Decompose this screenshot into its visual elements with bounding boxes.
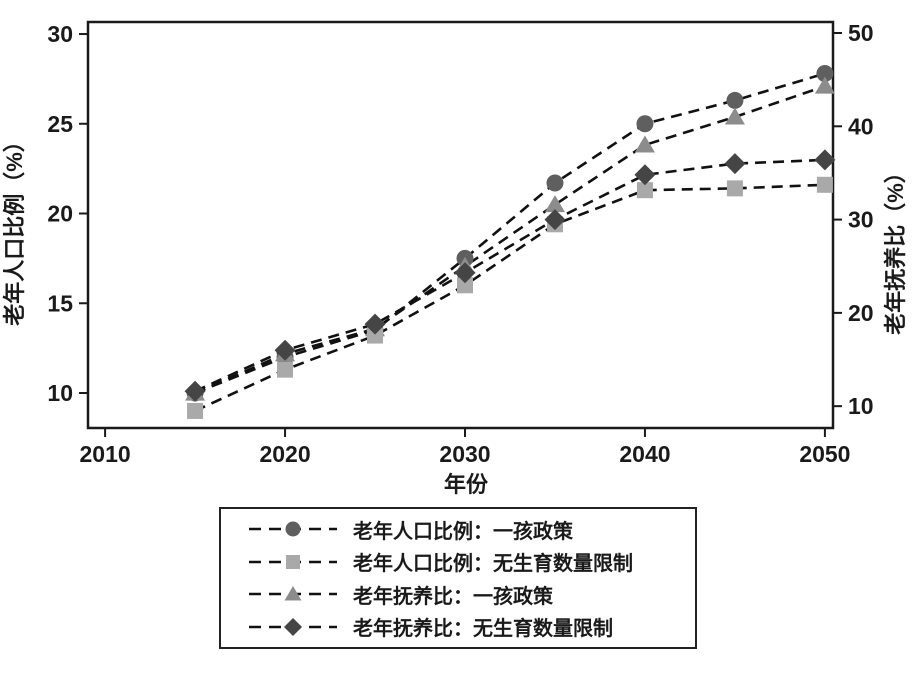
legend-label: 老年人口比例：无生育数量限制 — [353, 553, 633, 576]
marker-square-icon — [636, 182, 653, 199]
legend-item: 老年人口比例：一孩政策 — [221, 515, 695, 544]
x-tick-label: 2030 — [439, 441, 490, 467]
legend-label: 老年抚养比：一孩政策 — [353, 585, 553, 608]
legend-key-square-icon — [249, 554, 337, 569]
left-tick-label: 25 — [47, 111, 73, 137]
series-line-circle — [194, 72, 826, 395]
series-line-square — [194, 183, 825, 413]
marker-circle-icon — [636, 115, 654, 133]
left-tick-label: 15 — [47, 290, 73, 316]
line-chart: 2010 2020 2030 2040 2050 10 15 20 25 30 10 20 30 40 50… — [2, 20, 908, 497]
marker-diamond-icon — [184, 380, 206, 402]
x-tick-label: 2020 — [259, 441, 310, 467]
marker-square-icon — [277, 361, 294, 378]
legend-marker-diamond-icon — [284, 617, 302, 636]
marker-circle-icon — [546, 174, 564, 192]
x-tick-label: 2040 — [619, 441, 670, 467]
marker-circle-icon — [726, 91, 744, 109]
right-tick-label: 30 — [848, 207, 874, 233]
legend-marker-triangle-icon — [284, 586, 302, 601]
marker-square-icon — [816, 176, 833, 193]
marker-diamond-icon — [634, 164, 656, 186]
marker-diamond-icon — [544, 209, 566, 231]
x-tick-label: 2050 — [799, 441, 850, 467]
left-tick-label: 20 — [47, 201, 73, 227]
marker-diamond-icon — [814, 149, 836, 171]
legend-key-triangle-icon — [249, 586, 337, 601]
right-tick-label: 10 — [848, 393, 874, 419]
marker-triangle-icon — [724, 107, 745, 125]
x-tick-label: 2010 — [80, 441, 131, 467]
legend-key-diamond-icon — [249, 617, 337, 636]
right-axis-title: 老年抚养比（%） — [883, 161, 908, 336]
series-line-triangle — [194, 84, 826, 395]
left-tick-label: 30 — [47, 21, 73, 47]
x-axis-title: 年份 — [444, 472, 489, 497]
marker-triangle-icon — [544, 195, 565, 213]
left-axis-title: 老年人口比例（%） — [2, 130, 27, 327]
right-tick-label: 20 — [848, 300, 874, 326]
marker-diamond-icon — [274, 339, 296, 361]
marker-square-icon — [726, 180, 743, 197]
legend-label: 老年人口比例：一孩政策 — [353, 520, 573, 543]
legend-marker-square-icon — [286, 554, 300, 569]
marker-square-icon — [367, 327, 384, 344]
plot-border — [86, 20, 835, 430]
legend-marker-circle-icon — [285, 521, 301, 537]
marker-diamond-icon — [724, 153, 746, 175]
marker-diamond-icon — [454, 262, 476, 284]
marker-diamond-icon — [364, 313, 386, 335]
legend-item: 老年抚养比：一孩政策 — [221, 580, 695, 609]
legend-item: 老年抚养比：无生育数量限制 — [221, 612, 695, 641]
marker-square-icon — [187, 402, 204, 419]
legend-item: 老年人口比例：无生育数量限制 — [221, 547, 695, 576]
marker-triangle-icon — [634, 135, 655, 153]
chart-legend: 老年人口比例：一孩政策老年人口比例：无生育数量限制 老年抚养比：一孩政策老年抚养比… — [219, 507, 697, 649]
marker-circle-icon — [816, 65, 834, 83]
left-tick-label: 10 — [47, 380, 73, 406]
marker-square-icon — [456, 277, 473, 294]
series-line-diamond — [194, 158, 825, 393]
plot-canvas: 2010 2020 2030 2040 205010152025301020304050… — [2, 20, 908, 497]
legend-key-circle-icon — [249, 521, 337, 537]
right-tick-label: 40 — [848, 113, 874, 139]
legend-label: 老年抚养比：无生育数量限制 — [353, 618, 613, 641]
right-tick-label: 50 — [848, 20, 874, 46]
marker-triangle-icon — [814, 76, 835, 94]
